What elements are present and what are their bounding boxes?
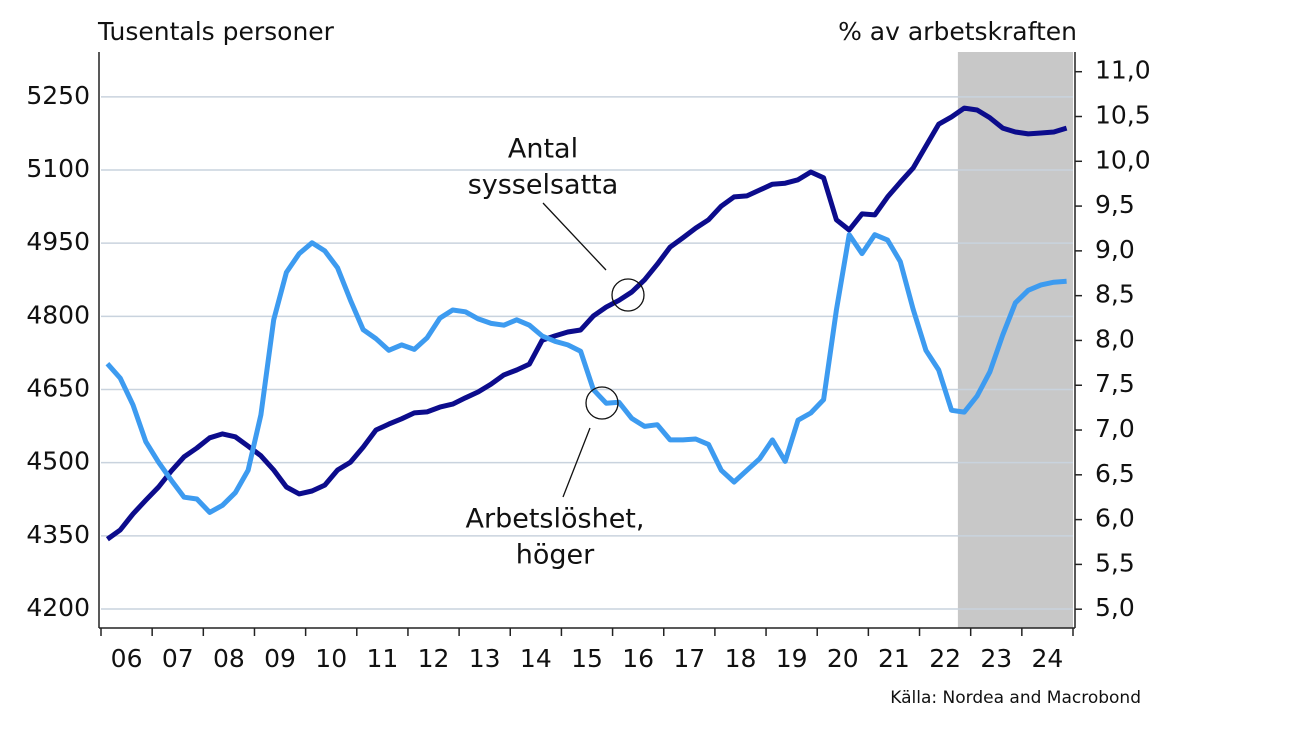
x-tick-label: 22 [929,644,961,673]
y2-tick-label: 5,5 [1095,548,1135,577]
y2-tick-label: 7,0 [1095,414,1135,443]
y-tick-label: 4650 [26,374,90,403]
x-tick-label: 08 [213,644,245,673]
y-tick-label: 4350 [26,520,90,549]
y-tick-label: 4800 [26,300,90,329]
x-tick-label: 19 [776,644,808,673]
y2-tick-label: 9,5 [1095,190,1135,219]
x-tick-label: 20 [827,644,859,673]
annotation-leader [542,202,607,271]
y2-tick-label: 6,0 [1095,504,1135,533]
series-line [105,105,1068,542]
annotation-leader [562,427,591,498]
y2-tick-label: 10,5 [1095,100,1151,129]
x-tick-label: 24 [1032,644,1064,673]
background [101,52,1073,628]
annotation-circle [585,386,619,420]
y-tick-label: 4950 [26,227,90,256]
x-tick-label: 06 [111,644,143,673]
source: Källa: Nordea and Macrobond [890,688,1141,708]
x-tick-label: 10 [315,644,347,673]
x-tick-label: 15 [571,644,603,673]
y2-tick-label: 8,5 [1095,280,1135,309]
y2-axis-title: % av arbetskraften [838,17,1077,46]
x-tick-label: 12 [418,644,450,673]
y2-tick-label: 6,5 [1095,459,1135,488]
annotation-circle [611,278,645,312]
x-tick-label: 18 [725,644,757,673]
x-tick-label: 07 [162,644,194,673]
y2-tick-label: 10,0 [1095,145,1151,174]
y2-tick-label: 9,0 [1095,235,1135,264]
x-tick-label: 11 [366,644,398,673]
y-tick-label: 5100 [26,154,90,183]
x-tick-label: 21 [878,644,910,673]
y2-tick-label: 5,0 [1095,593,1135,622]
y-tick-label: 4200 [26,593,90,622]
x-tick-label: 09 [264,644,296,673]
y2-tick-label: 7,5 [1095,369,1135,398]
annotation-text: höger [516,540,595,571]
x-tick-label: 14 [520,644,552,673]
x-tick-label: 13 [469,644,501,673]
y2-tick-label: 8,0 [1095,324,1135,353]
annotation-text: Arbetslöshet, [466,504,645,535]
y-axis-title: Tusentals personer [97,17,335,46]
annotation-text: sysselsatta [468,170,619,201]
shaded-region [957,52,1073,628]
series-line [105,232,1067,515]
x-tick-label: 17 [673,644,705,673]
annotation-text: Antal [508,134,578,165]
y-tick-label: 5250 [26,81,90,110]
x-tick-label: 16 [622,644,654,673]
x-tick-label: 23 [980,644,1012,673]
y-tick-label: 4500 [26,447,90,476]
y2-tick-label: 11,0 [1095,56,1151,85]
